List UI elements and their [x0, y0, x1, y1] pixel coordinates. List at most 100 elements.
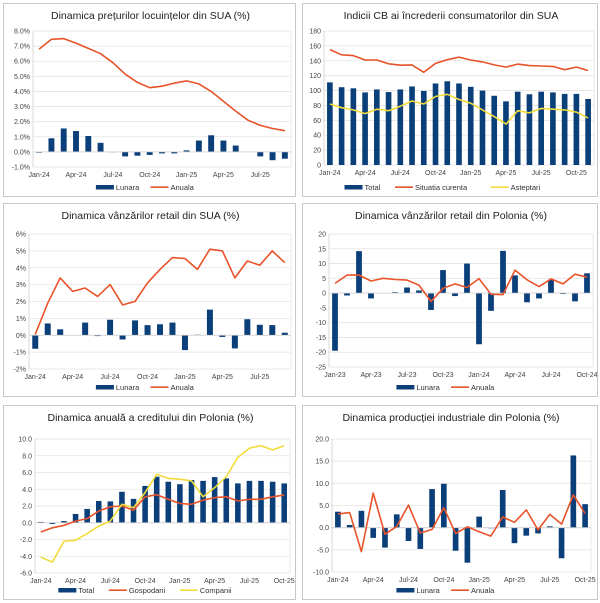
bar-total: [211, 477, 218, 523]
bar-total: [503, 101, 509, 165]
bar-total: [456, 83, 462, 165]
x-tick-label: Apr-25: [213, 172, 234, 179]
legend-label: Lunara: [416, 383, 440, 392]
x-tick-label: Jan-24: [30, 578, 52, 585]
legend-item-companii: Companii: [179, 586, 232, 595]
bar-lunara: [584, 273, 590, 294]
y-tick-label: 140: [309, 58, 321, 65]
bar-lunara: [94, 335, 101, 337]
bar-lunara: [206, 309, 213, 336]
legend-label: Total: [78, 586, 94, 595]
bar-lunara: [499, 489, 506, 528]
y-tick-label: 0%: [16, 333, 26, 340]
bar-lunara: [570, 455, 577, 528]
legend-label: Situatia curenta: [415, 183, 468, 192]
bar-total: [514, 91, 521, 165]
bar-lunara: [346, 525, 353, 528]
y-tick-label: 1.0%: [14, 134, 30, 141]
bar-lunara: [132, 320, 139, 336]
chart-panel-pl-retail-sales: Dinamica vânzărilor retail din Polonia (…: [302, 203, 598, 397]
x-tick-label: Jul-24: [101, 578, 120, 585]
bar-total: [119, 491, 125, 523]
bar-lunara: [107, 319, 114, 336]
x-tick-label: Jan-25: [468, 577, 490, 584]
y-tick-label: 1%: [16, 316, 26, 323]
y-tick-label: 5.0%: [14, 74, 30, 81]
legend-item-situatia-curenta: Situatia curenta: [395, 183, 468, 192]
line-anuala: [337, 492, 586, 553]
legend-item-anuala: Anuala: [451, 586, 495, 595]
x-tick-label: Jan-25: [169, 578, 191, 585]
x-tick-label: Jan-23: [324, 372, 346, 379]
bar-total: [327, 82, 333, 165]
bar-total: [374, 89, 380, 165]
chart-title: Indicii CB ai încrederii consumatorilor …: [344, 10, 559, 22]
x-tick-label: Oct-25: [566, 170, 587, 177]
bar-lunara: [281, 151, 288, 159]
y-tick-label: 120: [309, 73, 321, 80]
bar-lunara: [405, 527, 412, 541]
chart-pl-retail-sales: Dinamica vânzărilor retail din Polonia (…: [316, 210, 598, 392]
y-tick-label: 160: [309, 43, 321, 50]
x-tick-label: Apr-25: [204, 578, 225, 585]
bar-total: [72, 513, 79, 523]
legend-swatch: [396, 588, 415, 593]
legend-swatch: [344, 185, 363, 190]
chart-panel-us-consumer-confidence: Indicii CB ai încrederii consumatorilor …: [302, 3, 598, 197]
line-anuala: [334, 269, 588, 303]
y-tick-label: 80: [313, 103, 321, 110]
x-tick-label: Apr-25: [212, 374, 233, 381]
bar-lunara: [488, 293, 494, 311]
bar-lunara: [512, 275, 518, 294]
bar-total: [550, 92, 556, 165]
legend-item-lunara: Lunara: [396, 383, 441, 392]
bar-lunara: [208, 135, 215, 152]
legend-swatch: [95, 185, 114, 190]
y-tick-label: 60: [313, 118, 321, 125]
bar-lunara: [85, 136, 92, 152]
bar-total: [235, 483, 241, 523]
bar-total: [38, 521, 44, 523]
y-tick-label: 20: [318, 232, 326, 239]
legend-item-asteptari: Asteptari: [490, 183, 541, 192]
legend-label: Total: [365, 183, 381, 192]
x-tick-label: Jan-25: [460, 170, 482, 177]
x-tick-label: Jan-24: [327, 577, 349, 584]
bar-total: [49, 522, 56, 525]
x-tick-label: Apr-24: [355, 170, 376, 177]
legend-label: Lunara: [116, 383, 140, 392]
legend-item-gospodarii: Gospodarii: [108, 586, 166, 595]
y-tick-label: 4%: [16, 265, 26, 272]
legend-item-total: Total: [344, 183, 381, 192]
bar-lunara: [356, 251, 362, 294]
chart-pl-industrial-production: Dinamica producției industriale din Polo…: [313, 412, 596, 595]
bar-lunara: [560, 293, 566, 294]
line-gospodarii: [40, 493, 285, 533]
x-tick-label: Oct-24: [135, 578, 156, 585]
x-tick-label: Jul-24: [541, 372, 560, 379]
y-tick-label: -4.0: [20, 554, 32, 561]
y-tick-label: -10: [316, 320, 326, 327]
y-tick-label: 4.0%: [14, 89, 30, 96]
bar-total: [362, 92, 368, 165]
bar-lunara: [256, 324, 263, 336]
chart-panel-pl-credit: Dinamica anuală a creditului din Polonia…: [3, 405, 296, 600]
y-tick-label: 10.0: [315, 481, 329, 488]
x-tick-label: Jul-24: [103, 172, 122, 179]
bar-lunara: [269, 151, 276, 161]
bar-lunara: [146, 151, 153, 155]
y-tick-label: 15.0: [315, 459, 329, 466]
x-tick-label: Apr-24: [363, 577, 384, 584]
x-tick-label: Jan-24: [25, 374, 47, 381]
x-tick-label: Jul-23: [397, 372, 416, 379]
x-tick-label: Oct-25: [575, 577, 596, 584]
bar-lunara: [269, 325, 276, 336]
x-tick-label: Oct-24: [137, 374, 158, 381]
chart-panel-pl-industrial-production: Dinamica producției industriale din Polo…: [302, 405, 598, 600]
bar-total: [269, 481, 276, 523]
bar-lunara: [582, 504, 588, 528]
legend-label: Gospodarii: [129, 586, 166, 595]
bar-lunara: [476, 293, 482, 345]
x-tick-label: Apr-24: [62, 374, 83, 381]
line-asteptari: [329, 93, 589, 125]
